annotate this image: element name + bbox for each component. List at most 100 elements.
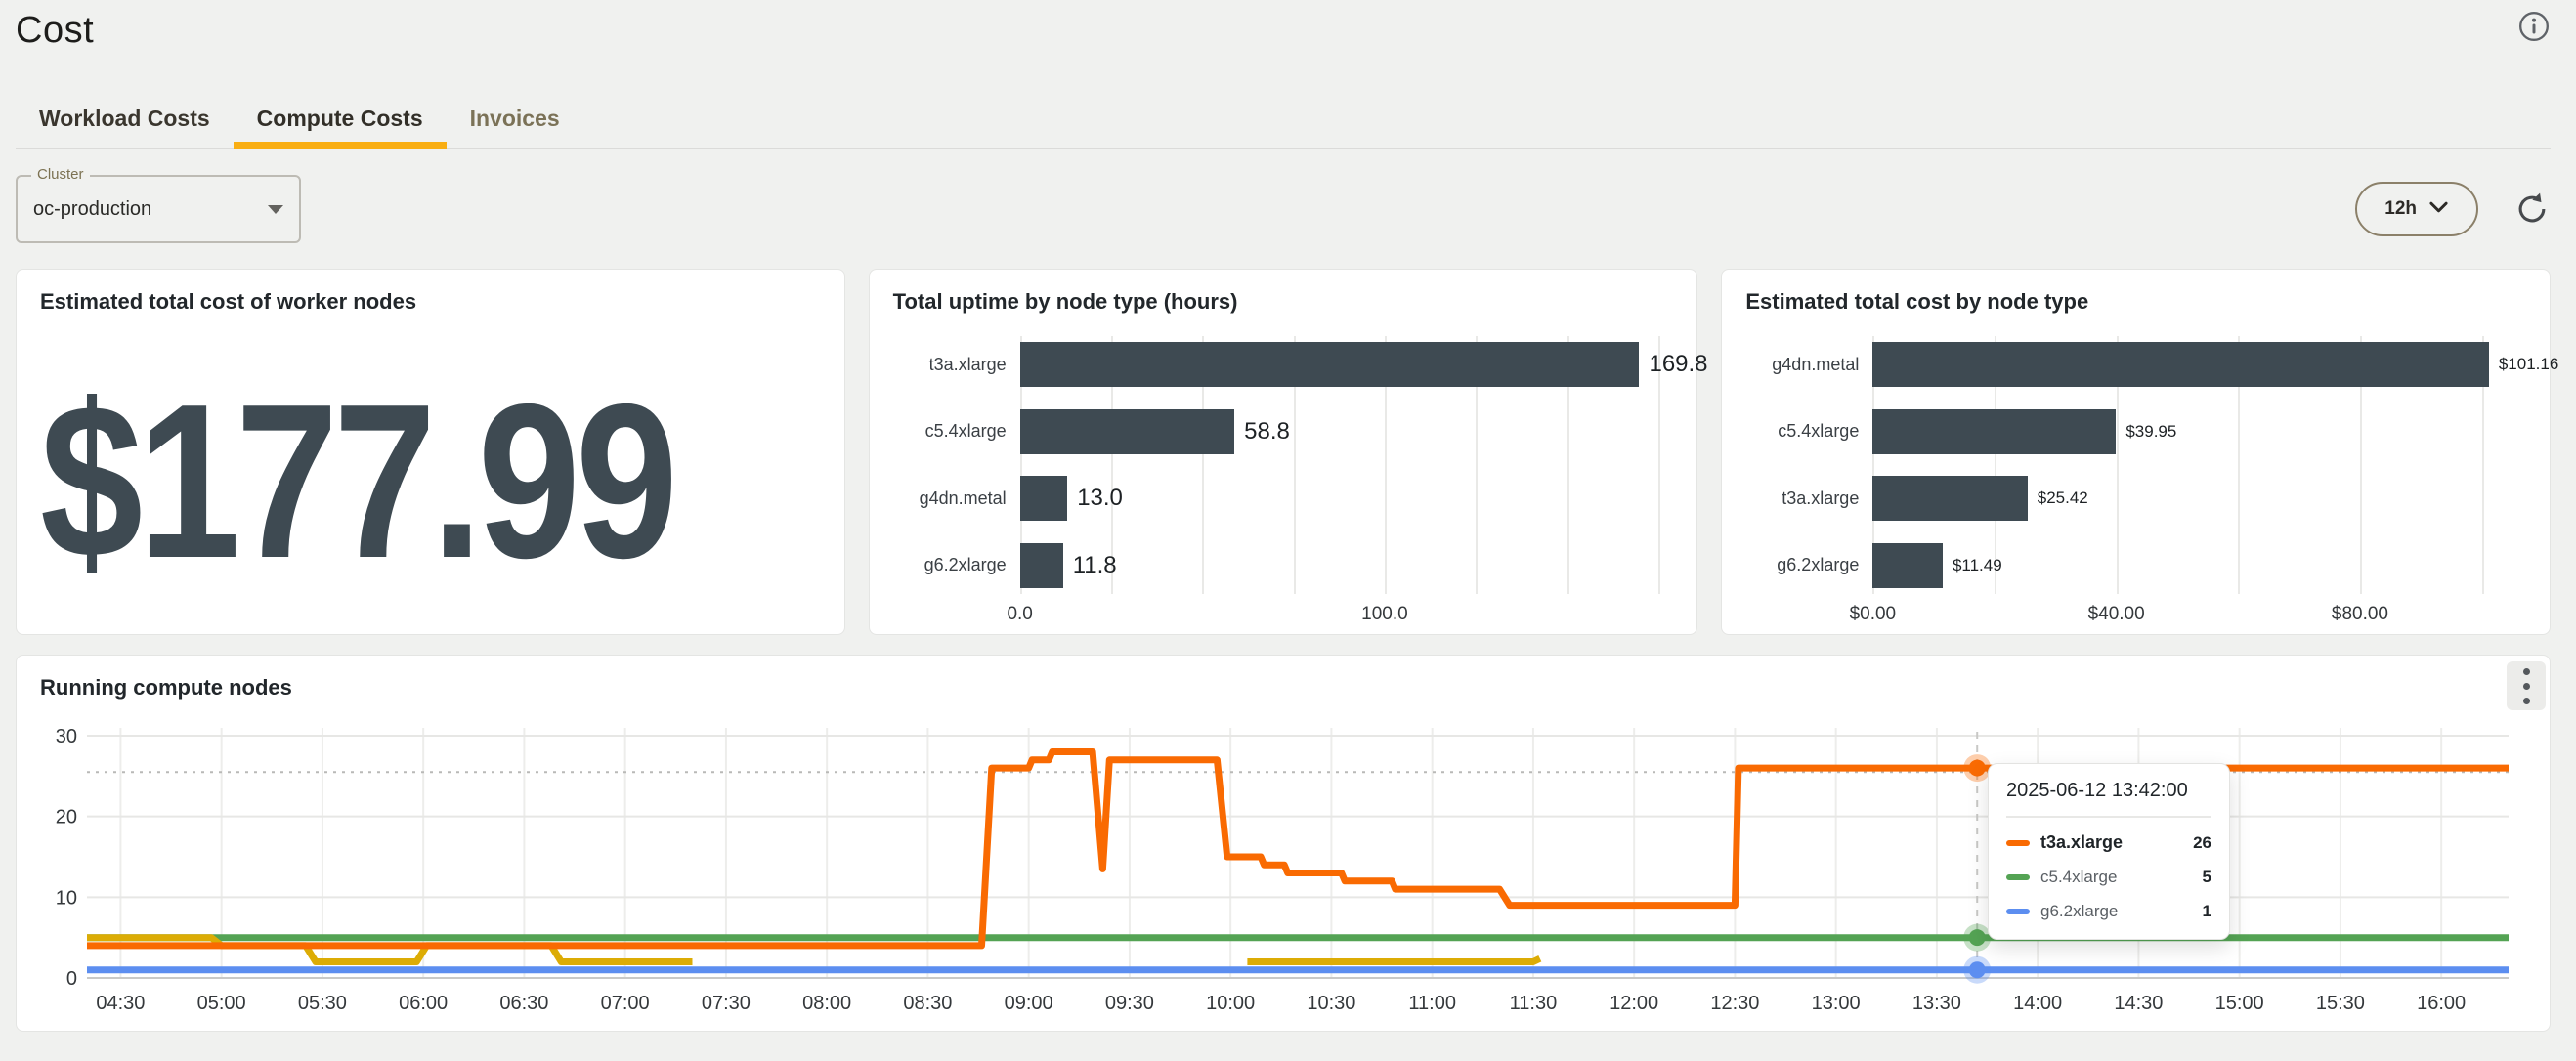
cluster-select-value: oc-production [33, 197, 152, 220]
cluster-select[interactable]: Cluster oc-production [16, 166, 301, 243]
summary-cards-row: Estimated total cost of worker nodes $17… [16, 269, 2558, 635]
refresh-button[interactable] [2513, 191, 2551, 228]
caret-down-icon [268, 204, 283, 214]
x-axis-label: 10:00 [1206, 993, 1255, 1014]
series-t3a.xlarge [87, 748, 2509, 950]
x-axis-label: 11:30 [1510, 993, 1558, 1014]
x-axis-label: 12:30 [1710, 993, 1759, 1014]
axis-tick-label: 0.0 [1007, 604, 1033, 624]
bar [1872, 476, 2028, 522]
axis-tick-label: $80.00 [2331, 604, 2389, 624]
info-button[interactable] [2517, 10, 2551, 43]
cost-by-type-card-title: Estimated total cost by node type [1745, 289, 2089, 314]
axis-tick-label: $40.00 [2087, 604, 2145, 624]
x-axis-label: 08:30 [903, 993, 952, 1014]
chart-menu-button[interactable] [2507, 661, 2546, 710]
tab-invoices[interactable]: Invoices [469, 106, 560, 131]
hover-marker [1968, 929, 1986, 947]
chart-tooltip: 2025-06-12 13:42:00 t3a.xlarge 26 c5.4xlar… [1988, 763, 2230, 940]
bar-row: g6.2xlarge 11.8 [893, 542, 1666, 588]
gridline [1202, 336, 1205, 594]
x-axis-label: 06:00 [399, 993, 448, 1014]
x-axis-label: 07:00 [601, 993, 650, 1014]
tooltip-row: g6.2xlarge 1 [2006, 902, 2211, 921]
series-swatch-icon [2006, 909, 2030, 914]
bar-value-label: 13.0 [1077, 485, 1123, 512]
hover-marker [1968, 961, 1986, 979]
gridline [1872, 336, 1875, 594]
y-axis-label: 0 [66, 968, 77, 990]
tooltip-series-name: t3a.xlarge [2040, 832, 2124, 852]
running-nodes-card: Running compute nodes 04:30 05:00 05:30 06:… [16, 655, 2551, 1032]
time-controls: 12h [2355, 182, 2551, 236]
cost-by-type-card: Estimated total cost by node type g4dn.m… [1721, 269, 2558, 635]
tab-compute-costs[interactable]: Compute Costs [233, 92, 447, 149]
gridline [1567, 336, 1569, 594]
running-nodes-title: Running compute nodes [40, 675, 292, 700]
bar-value-label: 58.8 [1244, 417, 1290, 445]
category-label: t3a.xlarge [1782, 488, 1860, 508]
x-axis-label: 14:30 [2114, 993, 2163, 1014]
x-axis-label: 14:00 [2013, 993, 2062, 1014]
x-axis-label: 05:30 [298, 993, 347, 1014]
hover-marker [1968, 759, 1986, 777]
gridline [1994, 336, 1996, 594]
category-label: c5.4xlarge [1778, 421, 1860, 442]
tooltip-row: t3a.xlarge 26 [2006, 832, 2211, 853]
uptime-bar-chart: t3a.xlarge 169.8 c5.4xlarge 58.8 g4dn.metal 1… [893, 336, 1708, 629]
bar [1019, 476, 1068, 522]
time-range-button[interactable]: 12h [2355, 182, 2478, 236]
info-icon [2517, 12, 2551, 46]
gridline [1293, 336, 1296, 594]
bar-row: t3a.xlarge 169.8 [893, 342, 1708, 387]
bar-value-label: 169.8 [1649, 351, 1708, 377]
category-label: g6.2xlarge [923, 555, 1007, 575]
uptime-card: Total uptime by node type (hours) t3a.xl… [868, 269, 1708, 635]
bar [1872, 342, 2489, 387]
filter-row: Cluster oc-production 12h [16, 166, 2551, 243]
bar [1019, 408, 1235, 454]
x-axis-label: 09:30 [1105, 993, 1154, 1014]
bar [1872, 542, 1943, 588]
gridline [1476, 336, 1479, 594]
x-axis-label: 11:00 [1408, 993, 1456, 1014]
cluster-select-label: Cluster [31, 166, 90, 183]
x-axis-label: 10:30 [1307, 993, 1355, 1014]
time-range-value: 12h [2384, 198, 2417, 219]
tabs-bar: Workload Costs Compute Costs Invoices [16, 92, 2551, 149]
category-label: g6.2xlarge [1777, 555, 1860, 575]
x-axis-label: 15:00 [2215, 993, 2264, 1014]
y-axis-label: 30 [56, 726, 77, 747]
gridline [2481, 336, 2484, 594]
gridline [2359, 336, 2362, 594]
tooltip-series-value: 5 [2202, 868, 2211, 886]
gridline [1019, 336, 1022, 594]
cost-bar-chart: g4dn.metal $101.16 c5.4xlarge $39.95 t3a.xla… [1745, 336, 2558, 629]
bar-value-label: 11.8 [1072, 551, 1117, 578]
gridline [2238, 336, 2241, 594]
x-axis-label: 16:00 [2417, 993, 2466, 1014]
running-nodes-header: Running compute nodes [40, 661, 2546, 710]
gridline [1110, 336, 1113, 594]
x-axis-label: 15:30 [2316, 993, 2365, 1014]
bar-row: c5.4xlarge $39.95 [1745, 408, 2518, 454]
category-label: c5.4xlarge [924, 421, 1007, 442]
total-cost-card-title: Estimated total cost of worker nodes [40, 289, 417, 314]
x-axis-label: 13:30 [1912, 993, 1961, 1014]
bar-value-label: $25.42 [2037, 488, 2088, 508]
bar-row: g4dn.metal $101.16 [1745, 342, 2558, 387]
page-header: Cost [16, 0, 2551, 70]
chevron-down-icon [2428, 198, 2449, 220]
uptime-card-title: Total uptime by node type (hours) [892, 289, 1238, 314]
bar-row: c5.4xlarge 58.8 [893, 408, 1666, 454]
tooltip-rows: t3a.xlarge 26 c5.4xlarge 5 g6.2xlarge 1 [2006, 832, 2211, 921]
bar-row: g6.2xlarge $11.49 [1745, 542, 2518, 588]
y-axis-label: 10 [56, 887, 77, 909]
axis-tick-label: 100.0 [1361, 604, 1408, 624]
bar [1019, 542, 1063, 588]
gridline [1657, 336, 1660, 594]
tab-workload-costs[interactable]: Workload Costs [39, 106, 210, 131]
page-title: Cost [16, 10, 95, 51]
category-label: g4dn.metal [919, 488, 1007, 508]
bar-value-label: $11.49 [1952, 555, 2002, 574]
